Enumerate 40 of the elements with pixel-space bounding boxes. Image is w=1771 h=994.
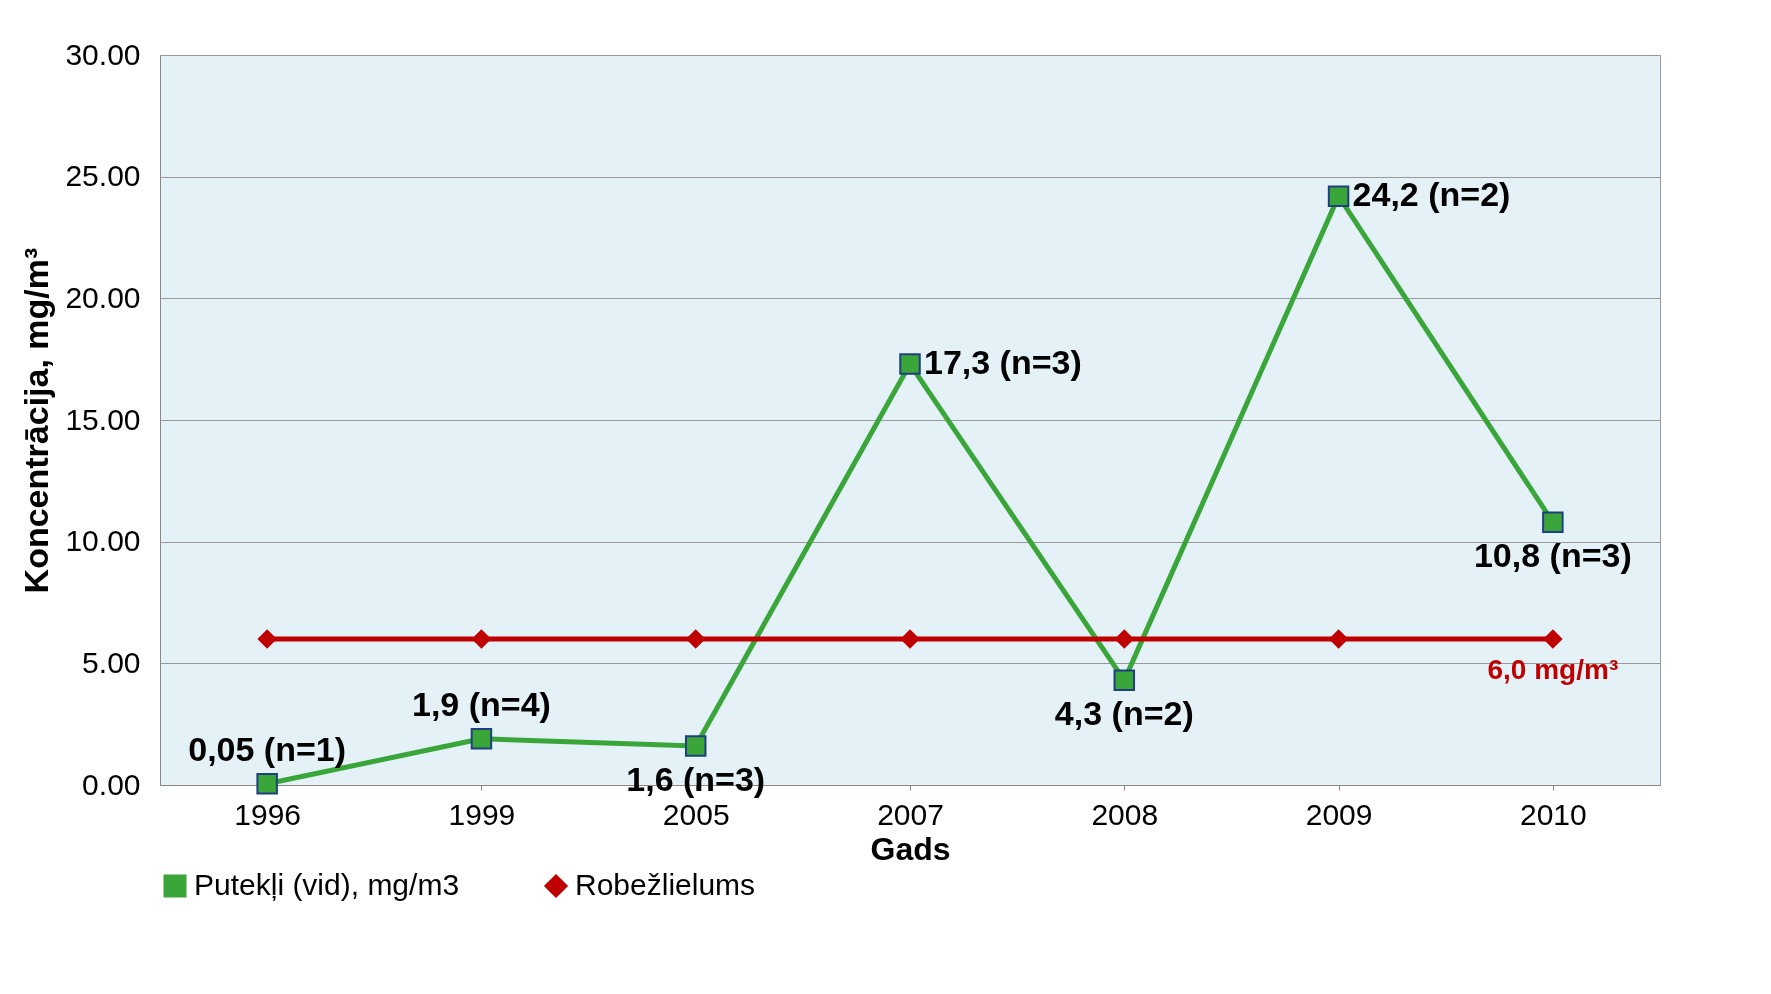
y-tick-label: 20.00 [65,280,141,314]
legend-label: Robežlielums [575,868,756,901]
x-tick-label: 2007 [877,797,944,831]
point [1113,669,1136,692]
point [1542,511,1564,533]
y-tick-label: 30.00 [65,37,141,71]
x-tick-label: 2008 [1091,797,1159,831]
x-tick-label: 1996 [234,797,302,831]
y-tick-label: 25.00 [65,159,141,193]
data-label: 1,6 (n=3) [626,760,766,799]
point [471,629,492,649]
y-tick-label: 15.00 [65,402,141,436]
y-tick-label: 10.00 [65,524,141,558]
x-tick-label: 1999 [448,797,516,831]
y-tick-label: 5.00 [82,645,141,679]
data-label: 1,9 (n=4) [411,684,551,723]
legend-label: Putekļi (vid), mg/m3 [194,868,460,901]
point [1327,185,1350,207]
point [684,735,707,757]
data-label: 0,05 (n=1) [188,729,347,768]
annotation: 6,0 mg/m³ [1487,654,1619,685]
point [256,773,278,795]
x-tick-label: 2005 [662,797,730,831]
x-tick-label: 2009 [1305,797,1373,831]
data-label: 4,3 (n=2) [1054,694,1194,733]
point [1543,629,1563,649]
point [257,629,277,649]
x-axis-title: Gads [870,830,951,867]
data-label: 10,8 (n=3) [1473,536,1632,575]
y-tick-label: 0.00 [82,767,141,801]
data-label: 17,3 (n=3) [924,343,1082,382]
data-label: 24,2 (n=2) [1352,175,1511,214]
point [685,629,706,649]
point [1328,629,1349,649]
point [900,629,920,649]
point [899,353,921,375]
point [1114,629,1135,649]
y-axis-title: Koncentrācija, mg/m³ [17,247,56,594]
point [470,728,493,750]
x-tick-label: 2010 [1519,797,1587,831]
